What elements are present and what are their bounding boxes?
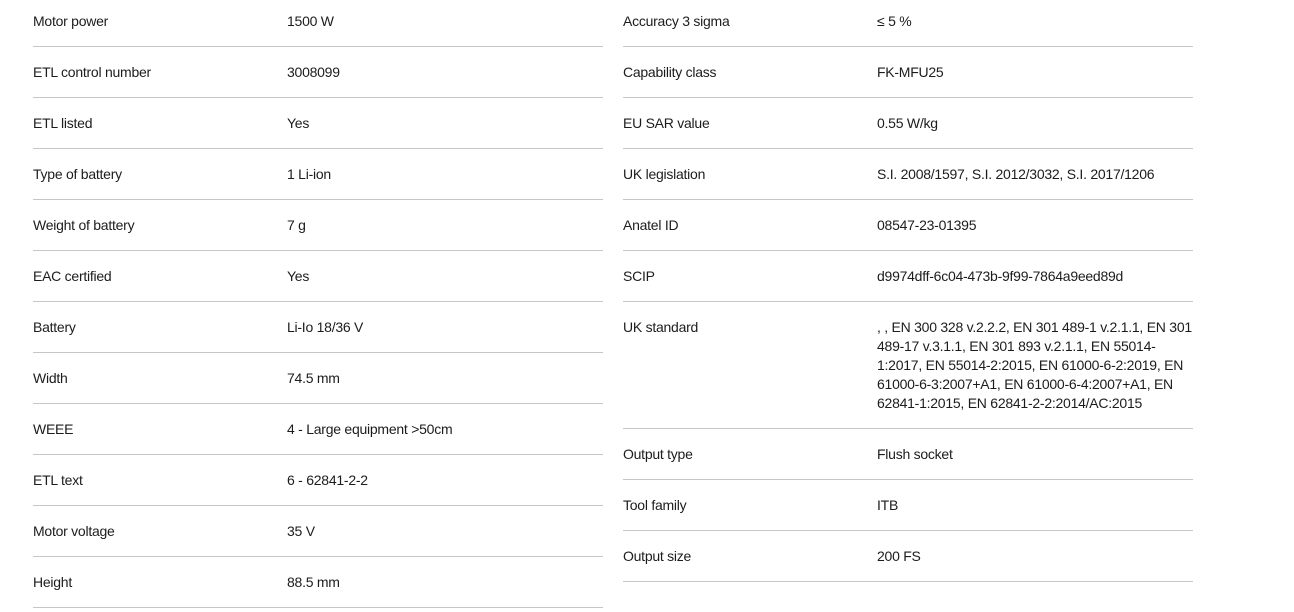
spec-row: Motor voltage 35 V (33, 506, 603, 557)
spec-row: ETL control number 3008099 (33, 47, 603, 98)
spec-row: Width 74.5 mm (33, 353, 603, 404)
spec-label: ETL control number (33, 64, 151, 80)
spec-row: Output type Flush socket (623, 429, 1193, 480)
spec-value: 7 g (287, 217, 306, 233)
spec-label: Accuracy 3 sigma (623, 13, 730, 29)
spec-row: Weight of battery 7 g (33, 200, 603, 251)
spec-label: Anatel ID (623, 217, 679, 233)
spec-row: Height 88.5 mm (33, 557, 603, 608)
spec-value: 3008099 (287, 64, 340, 80)
spec-label: Tool family (623, 497, 687, 513)
spec-value: 0.55 W/kg (877, 115, 938, 131)
spec-column-right: Accuracy 3 sigma ≤ 5 % Capability class FK-… (623, 0, 1193, 608)
spec-label: Capability class (623, 64, 717, 80)
spec-label: EAC certified (33, 268, 112, 284)
spec-row: Anatel ID 08547-23-01395 (623, 200, 1193, 251)
spec-value: ≤ 5 % (877, 13, 912, 29)
spec-row: Output size 200 FS (623, 531, 1193, 582)
spec-row: Motor power 1500 W (33, 0, 603, 47)
spec-label: UK standard (623, 319, 699, 335)
spec-row: Tool family ITB (623, 480, 1193, 531)
spec-value: , , EN 300 328 v.2.2.2, EN 301 489-1 v.2… (877, 319, 1192, 411)
spec-row: Accuracy 3 sigma ≤ 5 % (623, 0, 1193, 47)
spec-value: 4 - Large equipment >50cm (287, 421, 453, 437)
spec-row: ETL text 6 - 62841-2-2 (33, 455, 603, 506)
spec-row: SCIP d9974dff-6c04-473b-9f99-7864a9eed89d (623, 251, 1193, 302)
spec-value: 1 Li-ion (287, 166, 331, 182)
spec-value: 6 - 62841-2-2 (287, 472, 368, 488)
spec-label: WEEE (33, 421, 74, 437)
spec-label: Output type (623, 446, 693, 462)
spec-label: Motor voltage (33, 523, 115, 539)
spec-row: UK standard , , EN 300 328 v.2.2.2, EN 30… (623, 302, 1193, 429)
spec-value: 200 FS (877, 548, 921, 564)
spec-value: 74.5 mm (287, 370, 340, 386)
spec-value: d9974dff-6c04-473b-9f99-7864a9eed89d (877, 268, 1124, 284)
spec-label: EU SAR value (623, 115, 710, 131)
spec-label: Battery (33, 319, 76, 335)
spec-value: 35 V (287, 523, 315, 539)
spec-label: ETL listed (33, 115, 93, 131)
spec-row: EU SAR value 0.55 W/kg (623, 98, 1193, 149)
spec-row: Type of battery 1 Li-ion (33, 149, 603, 200)
spec-label: ETL text (33, 472, 83, 488)
spec-value: S.I. 2008/1597, S.I. 2012/3032, S.I. 201… (877, 166, 1155, 182)
spec-value: Yes (287, 115, 310, 131)
spec-label: Output size (623, 548, 692, 564)
spec-value: FK-MFU25 (877, 64, 944, 80)
spec-value: 1500 W (287, 13, 334, 29)
spec-row: WEEE 4 - Large equipment >50cm (33, 404, 603, 455)
spec-label: SCIP (623, 268, 655, 284)
spec-label: UK legislation (623, 166, 706, 182)
spec-label: Width (33, 370, 68, 386)
spec-value: 08547-23-01395 (877, 217, 977, 233)
spec-value: Flush socket (877, 446, 953, 462)
spec-row: EAC certified Yes (33, 251, 603, 302)
spec-row: ETL listed Yes (33, 98, 603, 149)
spec-value: Yes (287, 268, 310, 284)
spec-row: UK legislation S.I. 2008/1597, S.I. 2012/… (623, 149, 1193, 200)
spec-value: ITB (877, 497, 899, 513)
spec-value: 88.5 mm (287, 574, 340, 590)
spec-label: Height (33, 574, 72, 590)
spec-value: Li-Io 18/36 V (287, 319, 364, 335)
spec-label: Type of battery (33, 166, 122, 182)
spec-label: Weight of battery (33, 217, 135, 233)
spec-column-left: Motor power 1500 W ETL control number 30080… (33, 0, 603, 608)
spec-label: Motor power (33, 13, 109, 29)
spec-row: Battery Li-Io 18/36 V (33, 302, 603, 353)
spec-row: Capability class FK-MFU25 (623, 47, 1193, 98)
